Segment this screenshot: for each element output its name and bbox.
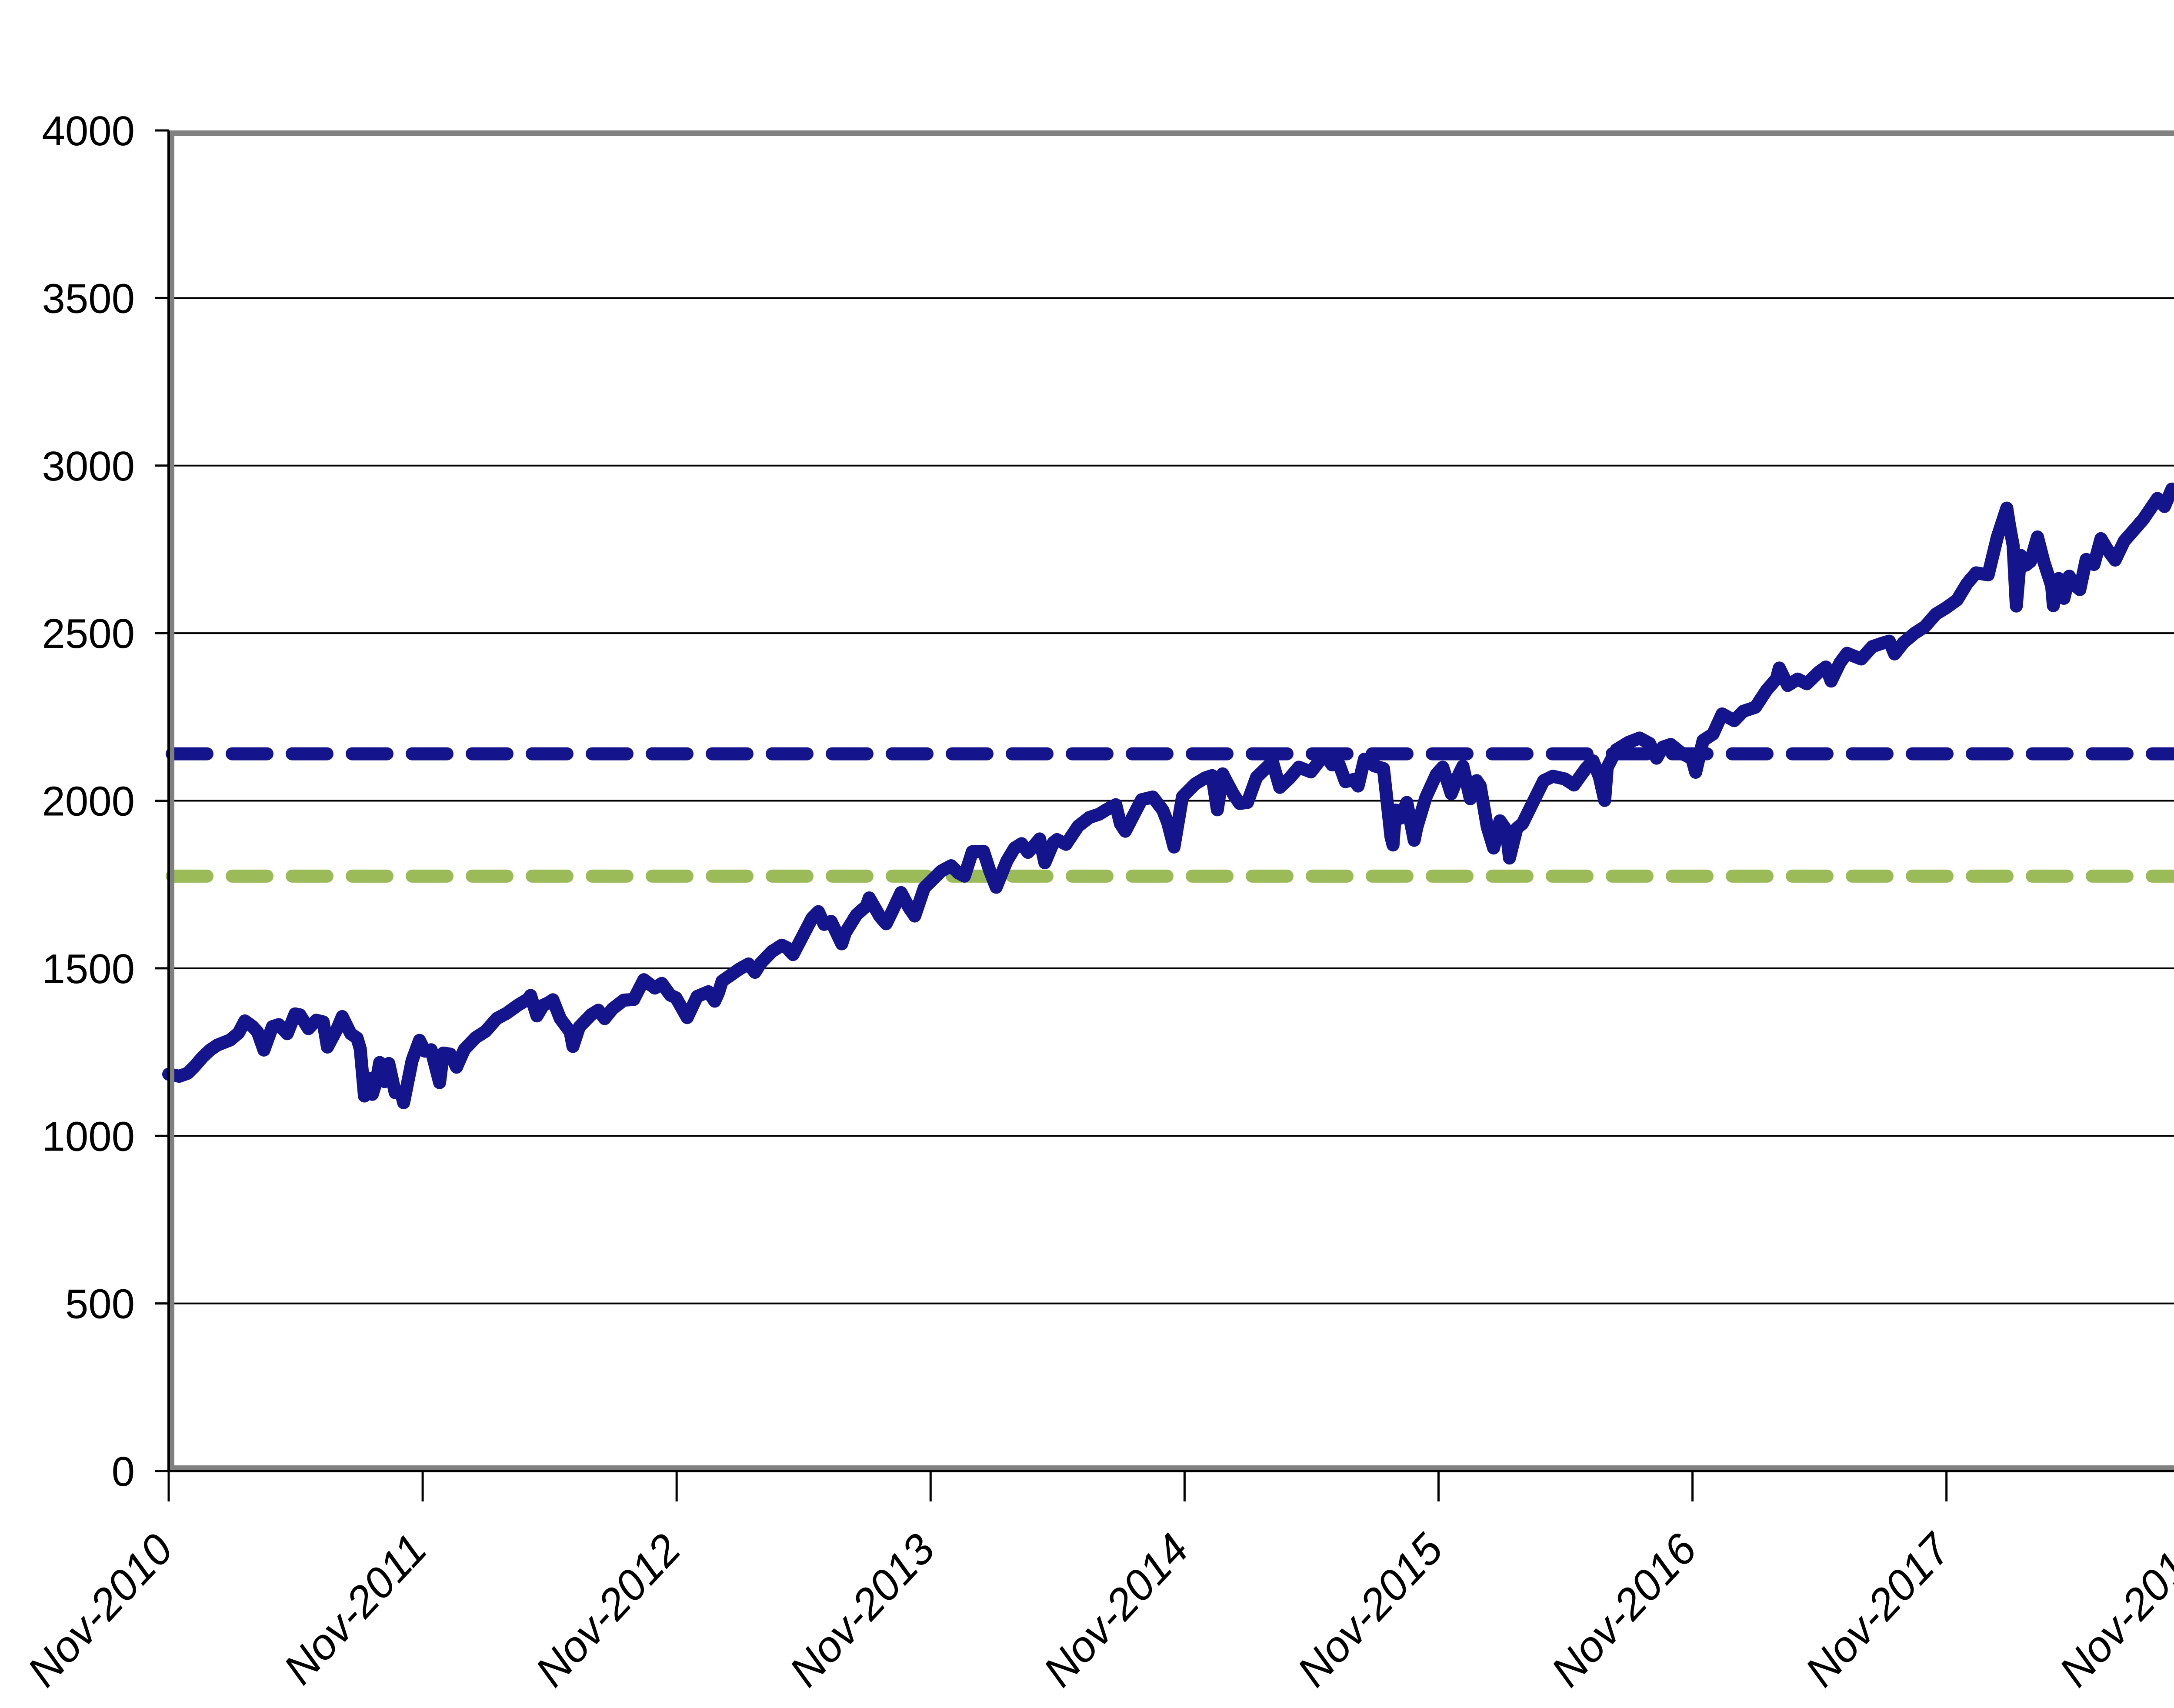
ticks-group bbox=[155, 129, 1948, 1501]
x-axis-label: Nov-2011 bbox=[274, 1525, 437, 1694]
y-axis-label: 2000 bbox=[42, 778, 135, 825]
x-axis-label: Nov-2013 bbox=[780, 1525, 944, 1696]
x-axis-label: Nov-2010 bbox=[18, 1525, 182, 1696]
y-axis-label: 4000 bbox=[42, 108, 135, 154]
y-axis-label: 1500 bbox=[42, 946, 135, 992]
y-axis-label: 500 bbox=[65, 1281, 135, 1328]
x-axis-label: Nov-2014 bbox=[1034, 1525, 1198, 1696]
x-axis-label: Nov-2016 bbox=[1542, 1525, 1706, 1696]
axis-labels-group: 0 500 1000 1500 2000 2500 3000 3500 4000 Nov-2010… bbox=[18, 108, 2174, 1696]
x-axis-label: Nov-2018 bbox=[2050, 1525, 2174, 1696]
x-axis-label: Nov-2015 bbox=[1288, 1525, 1452, 1696]
reference-lines-group bbox=[166, 747, 2174, 883]
series-group bbox=[162, 482, 2174, 1109]
gridlines-group bbox=[169, 297, 2174, 1304]
y-axis-label: 1000 bbox=[42, 1113, 135, 1160]
plot-frame bbox=[169, 130, 2174, 1471]
x-axis-label: Nov-2012 bbox=[526, 1525, 690, 1696]
index-level-line bbox=[162, 482, 2174, 1109]
y-axis-label: 3000 bbox=[42, 443, 135, 490]
y-axis-label: 0 bbox=[112, 1448, 135, 1495]
y-axis-label: 3500 bbox=[42, 275, 135, 322]
x-axis-label: Nov-2017 bbox=[1796, 1524, 1961, 1696]
y-axis-label: 2500 bbox=[42, 610, 135, 657]
